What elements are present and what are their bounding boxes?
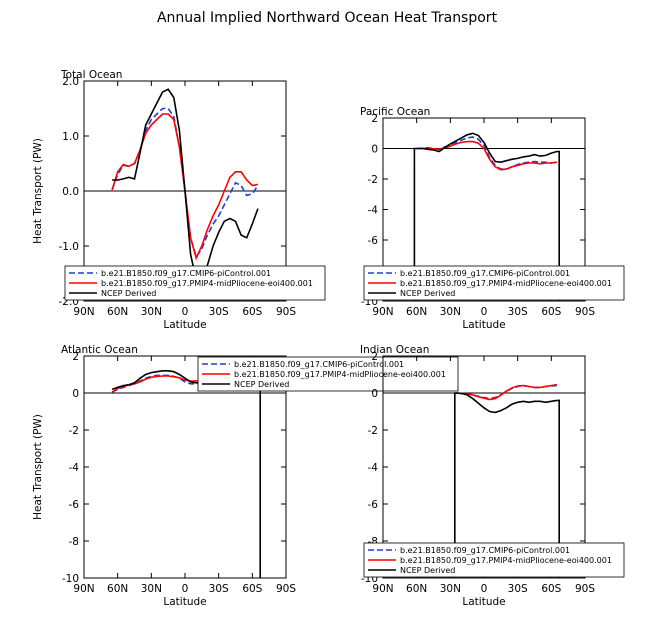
y-tick-label: 2 <box>72 351 79 363</box>
x-tick-label: 60S <box>242 306 262 318</box>
y-tick-label: -1.0 <box>59 241 80 253</box>
legend-label: NCEP Derived <box>234 380 289 389</box>
series-line-3 <box>111 370 261 578</box>
x-tick-label: 0 <box>182 583 189 595</box>
y-tick-label: -8 <box>69 536 79 548</box>
panel-title: Atlantic Ocean <box>61 344 138 356</box>
y-tick-label: -4 <box>368 462 379 474</box>
legend: b.e21.B1850.f09_g17.CMIP6-piControl.001b… <box>197 356 459 392</box>
y-tick-label: 2 <box>371 351 378 363</box>
y-tick-label: -10 <box>62 573 79 585</box>
legend-label: NCEP Derived <box>400 289 455 298</box>
y-axis-label: Heat Transport (PW) <box>32 138 44 244</box>
legend-label: b.e21.B1850.f09_g17.PMIP4-midPliocene-eo… <box>234 370 446 379</box>
x-tick-label: 90S <box>276 583 296 595</box>
y-tick-label: -8 <box>368 536 378 548</box>
legend-label: b.e21.B1850.f09_g17.CMIP6-piControl.001 <box>234 360 404 369</box>
x-tick-label: 30N <box>440 306 461 318</box>
panel-pacific-ocean: Pacific Ocean-10-8-6-4-20290N60N30N030S6… <box>360 106 625 331</box>
y-tick-label: 0 <box>371 388 378 400</box>
y-tick-label: -6 <box>368 235 379 247</box>
panel-title: Pacific Ocean <box>360 106 430 118</box>
x-axis-label: Latitude <box>163 596 206 608</box>
x-tick-label: 30S <box>508 306 528 318</box>
x-tick-label: 60N <box>406 306 427 318</box>
legend-box <box>197 356 459 392</box>
legend-label: b.e21.B1850.f09_g17.CMIP6-piControl.001 <box>400 546 570 555</box>
panel-atlantic-ocean: Atlantic Ocean -10 -8 -6 -4 -2 0 2 90N 60N 30N 0 30S… <box>32 344 459 608</box>
y-axis-label: Heat Transport (PW) <box>32 414 44 520</box>
y-tick-label: 0 <box>371 144 378 156</box>
x-tick-label: 30S <box>508 583 528 595</box>
legend-label: NCEP Derived <box>101 289 156 298</box>
y-tick-label: 0.0 <box>62 186 79 198</box>
series-line-3 <box>454 392 560 578</box>
x-axis-label: Latitude <box>163 319 206 331</box>
x-axis-label: Latitude <box>462 319 505 331</box>
y-tick-label: -6 <box>368 499 379 511</box>
y-tick-label: -4 <box>368 205 379 217</box>
x-tick-label: 30S <box>209 306 229 318</box>
legend-label: b.e21.B1850.f09_g17.PMIP4-midPliocene-eo… <box>101 279 313 288</box>
legend-box <box>363 265 625 301</box>
legend-label: b.e21.B1850.f09_g17.CMIP6-piControl.001 <box>101 269 271 278</box>
y-tick-label: 2 <box>371 113 378 125</box>
legend-label: NCEP Derived <box>400 566 455 575</box>
figure-title: Annual Implied Northward Ocean Heat Tran… <box>157 10 498 26</box>
series-line-3 <box>413 132 560 301</box>
x-axis-label: Latitude <box>462 596 505 608</box>
x-tick-label: 60N <box>107 306 128 318</box>
legend: b.e21.B1850.f09_g17.CMIP6-piControl.001b… <box>363 265 625 301</box>
y-tick-label: -6 <box>69 499 80 511</box>
legend-label: b.e21.B1850.f09_g17.PMIP4-midPliocene-eo… <box>400 279 612 288</box>
x-tick-label: 0 <box>481 306 488 318</box>
y-tick-label: 1.0 <box>62 131 79 143</box>
series-line-2 <box>416 140 558 171</box>
x-tick-label: 0 <box>182 306 189 318</box>
legend: b.e21.B1850.f09_g17.CMIP6-piControl.001b… <box>64 265 326 301</box>
x-tick-label: 60N <box>406 583 427 595</box>
legend-box <box>363 542 625 578</box>
legend-label: b.e21.B1850.f09_g17.CMIP6-piControl.001 <box>400 269 570 278</box>
x-tick-label: 60S <box>541 583 561 595</box>
y-tick-label: -4 <box>69 462 80 474</box>
y-tick-label: 2.0 <box>62 76 79 88</box>
x-tick-label: 30N <box>141 583 162 595</box>
x-tick-label: 30N <box>440 583 461 595</box>
y-tick-label: 0 <box>72 388 79 400</box>
y-tick-label: -2 <box>368 174 378 186</box>
x-tick-label: 30S <box>209 583 229 595</box>
y-tick-label: -2 <box>368 425 378 437</box>
x-tick-label: 60S <box>242 583 262 595</box>
x-tick-label: 60S <box>541 306 561 318</box>
x-tick-label: 90N <box>73 583 94 595</box>
legend: b.e21.B1850.f09_g17.CMIP6-piControl.001b… <box>363 542 625 578</box>
x-tick-label: 0 <box>481 583 488 595</box>
series-line-2 <box>455 383 558 401</box>
x-tick-label: 60N <box>107 583 128 595</box>
x-tick-label: 90N <box>372 583 393 595</box>
y-tick-label: -2 <box>69 425 79 437</box>
legend-label: b.e21.B1850.f09_g17.PMIP4-midPliocene-eo… <box>400 556 612 565</box>
x-tick-label: 90N <box>372 306 393 318</box>
x-tick-label: 30N <box>141 306 162 318</box>
x-tick-label: 90S <box>575 306 595 318</box>
x-tick-label: 90S <box>575 583 595 595</box>
panel-title: Indian Ocean <box>360 344 429 356</box>
x-tick-label: 90N <box>73 306 94 318</box>
legend-box <box>64 265 326 301</box>
panel-title: Total Ocean <box>60 69 122 81</box>
x-tick-label: 90S <box>276 306 296 318</box>
series-line-3 <box>112 88 259 282</box>
